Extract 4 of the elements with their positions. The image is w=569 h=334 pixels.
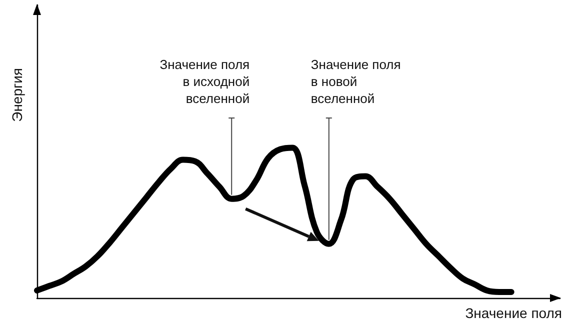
text: Значение поля в исходной вселенной [160,57,250,106]
x-axis-title: Значение поля [465,305,562,321]
text: Значение поля в новой вселенной [310,57,401,106]
y-axis-title: Энергия [9,68,25,122]
